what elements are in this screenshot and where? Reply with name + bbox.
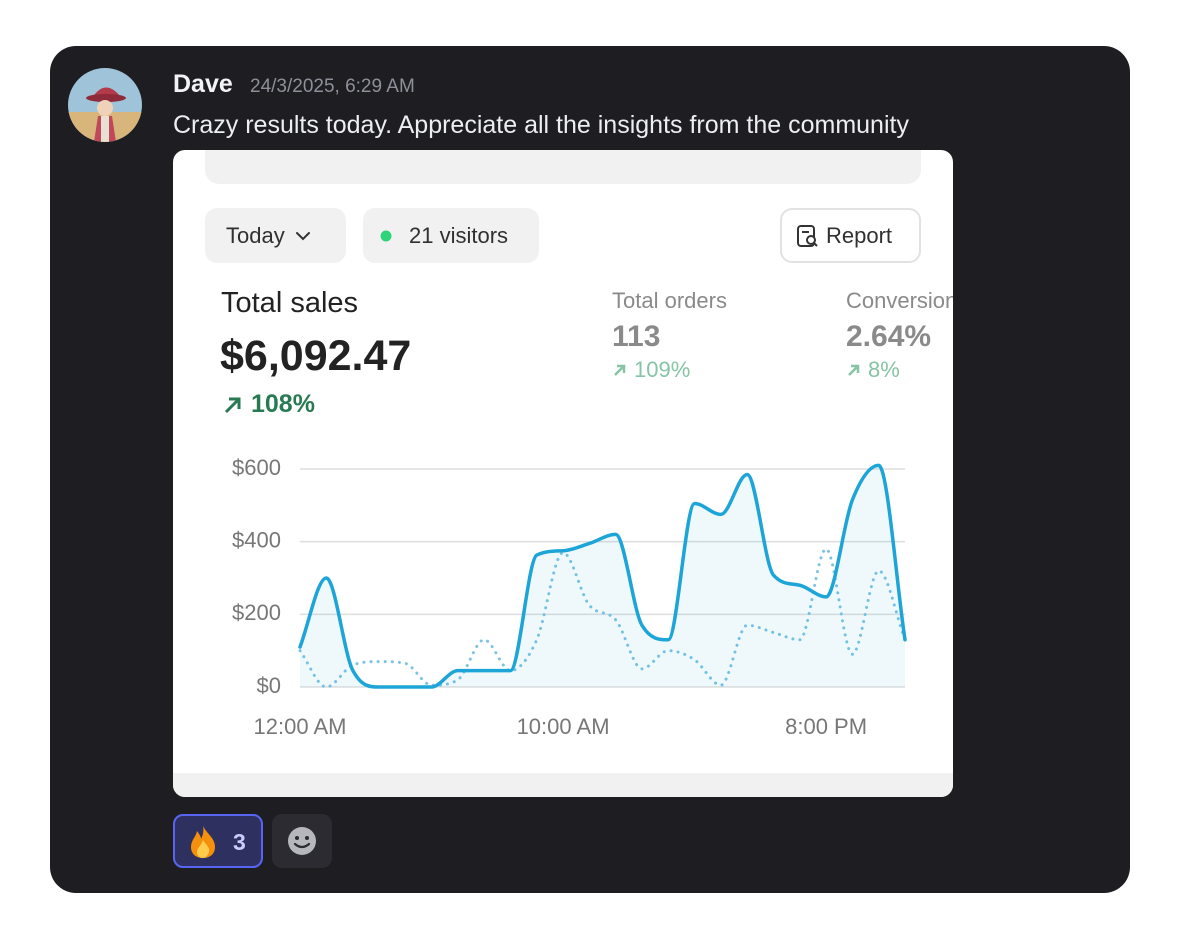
metric-value: 2.64% [846, 320, 932, 353]
fire-emoji [191, 826, 215, 858]
top-bar [205, 150, 921, 184]
metric-value: $6,092.47 [220, 332, 412, 380]
report-icon [797, 224, 818, 247]
timestamp: 24/3/2025, 6:29 AM [250, 76, 415, 97]
status-dot [380, 230, 392, 241]
metric-change: 109% [612, 357, 690, 383]
bottom-bar [173, 773, 953, 797]
series-line [298, 463, 907, 689]
sales-chart: $0 $200 $400 $600 12:00 AM 10:00 AM 8:00 PM [232, 455, 907, 739]
message-text: Crazy results today. Appreciate all the … [173, 111, 909, 139]
y-tick-label: $200 [232, 600, 281, 625]
up-arrow-icon [848, 364, 860, 376]
x-tick-label: 8:00 PM [785, 714, 867, 739]
up-arrow-icon [224, 397, 241, 413]
chevron-icon [295, 231, 310, 240]
avatar[interactable] [68, 68, 142, 142]
smiley-icon [288, 827, 316, 855]
series-line [298, 547, 907, 689]
visitors-label: 21 visitors [409, 222, 509, 248]
metric-label: Total orders [612, 288, 727, 313]
period-label: Today [226, 222, 285, 248]
metric-label: Total sales [221, 287, 359, 319]
metric-change: 8% [846, 357, 900, 383]
author-name[interactable]: Dave [173, 70, 233, 98]
area-fill [300, 465, 905, 687]
period-button[interactable]: Today [205, 208, 346, 263]
change-text: 8% [868, 357, 900, 382]
metric-value: 113 [612, 320, 661, 353]
embedded-image[interactable]: Today 21 visitors Report Total sales $6,… [173, 150, 953, 797]
report-button[interactable]: Report [780, 208, 921, 263]
x-tick-label: 10:00 AM [517, 714, 610, 739]
report-label: Report [826, 222, 893, 248]
x-tick-label: 12:00 AM [254, 714, 347, 739]
up-arrow-icon [614, 364, 626, 376]
change-text: 109% [634, 357, 691, 382]
reaction-button[interactable]: 3 [173, 814, 263, 868]
metric-label: Conversion [846, 288, 953, 313]
change-text: 108% [251, 390, 315, 418]
y-tick-label: $600 [232, 455, 281, 480]
visitors-badge: 21 visitors [363, 208, 539, 263]
y-tick-label: $0 [257, 673, 281, 698]
metric-change: 108% [221, 390, 315, 419]
add-reaction-button[interactable] [272, 814, 332, 868]
reaction-count: 3 [233, 829, 246, 855]
y-tick-label: $400 [232, 527, 281, 552]
